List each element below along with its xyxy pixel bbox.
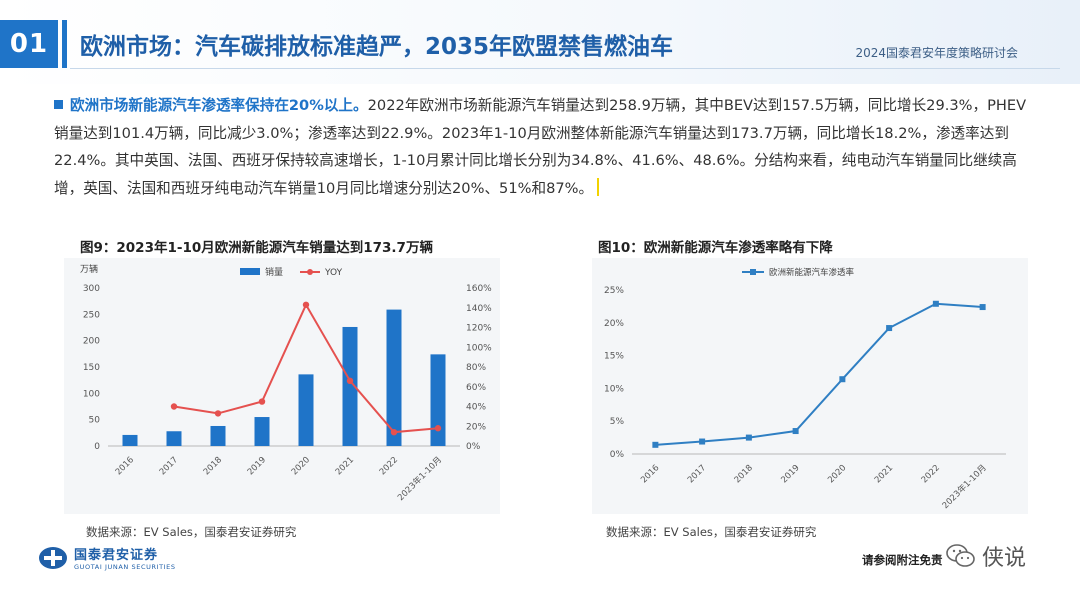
fig10-point-7 [979,304,986,311]
fig10-x-tick-2: 2018 [733,463,755,485]
fig9-y2-tick-6: 120% [466,324,492,334]
fig9-y2-tick-2: 40% [466,403,486,413]
fig9-x-tick-6: 2022 [378,455,400,477]
fig9-y-tick-3: 150 [83,363,100,373]
fig10-y-tick-1: 5% [610,417,625,427]
fig10-title: 图10：欧洲新能源汽车渗透率略有下降 [598,240,833,256]
fig9-y-tick-5: 250 [83,310,100,320]
fig9-x-tick-3: 2019 [246,455,268,477]
fig9-yoy-point-0 [170,403,178,410]
fig10-point-4 [839,376,846,383]
body-text: 2022年欧洲市场新能源汽车销量达到258.9万辆，其中BEV达到157.5万辆… [54,97,1027,197]
fig9-legend-yoy-label: YOY [324,268,343,278]
fig10-x-tick-6: 2022 [920,463,942,485]
fig9-x-tick-7: 2023年1-10月 [395,454,444,503]
fig9-unit-label: 万辆 [80,263,98,275]
fig10-point-2 [745,434,752,441]
header-divider [70,68,1060,69]
logo-mark-icon [38,546,68,570]
fig9-source: 数据来源：EV Sales，国泰君安证券研究 [86,525,297,539]
fig10-background [592,258,1028,514]
disclaimer-text: 请参阅附注免责 [862,553,943,567]
fig10-series-line [655,302,983,446]
fig9-y-tick-1: 50 [89,416,101,426]
fig9-bar-6 [386,309,402,446]
fig9-bar-4 [298,374,314,446]
fig9-y2-tick-3: 60% [466,383,486,393]
fig9-y2-tick-4: 80% [466,363,486,373]
watermark-text: 侠说 [982,546,1027,571]
fig9-yoy-point-2 [258,398,266,405]
fig9-title: 图9：2023年1-10月欧洲新能源汽车销量达到173.7万辆 [80,240,433,256]
fig9-x-tick-4: 2020 [290,455,312,477]
fig9-chart: 万辆 0 50 100 150 200 250 300 0% 20% 40% 60% 80% 100% 12… [80,263,492,503]
fig9-y-tick-4: 200 [83,337,100,347]
fig9-legend-yoy-swatch [307,269,313,275]
fig9-x-tick-5: 2021 [334,455,356,477]
company-logo: 国泰君安证券 GUOTAI JUNAN SECURITIES [38,544,176,571]
fig10-legend-swatch [750,269,756,275]
page-title: 欧洲市场：汽车碳排放标准趋严，2035年欧盟禁售燃油车 [80,34,674,60]
fig9-yoy-point-5 [390,428,398,436]
fig9-bar-0 [122,434,138,446]
wechat-icon [946,544,975,567]
fig10-y-tick-2: 10% [604,384,624,394]
watermark: 侠说 [946,540,1026,572]
fig10-point-1 [699,438,706,445]
logo-text-en: GUOTAI JUNAN SECURITIES [74,563,176,571]
fig9-y-tick-0: 0 [94,442,100,452]
fig10-point-6 [932,300,939,307]
fig9-x-tick-1: 2017 [158,455,180,477]
fig10-point-0 [652,441,659,448]
fig9-y2-tick-7: 140% [466,304,492,314]
fig9-y2-tick-5: 100% [466,343,492,353]
fig9-bar-1 [166,431,182,446]
fig9-background [64,258,500,514]
section-badge-bar [62,20,67,68]
fig9-yoy-point-1 [214,410,222,417]
header-background [0,0,1080,84]
fig9-bar-2 [210,425,226,446]
fig9-x-tick-2: 2018 [202,455,224,477]
fig10-x-tick-0: 2016 [639,463,661,485]
logo-text-cn: 国泰君安证券 [74,548,159,563]
fig9-bar-7 [430,354,446,446]
fig10-x-tick-1: 2017 [686,463,708,485]
fig9-legend-bar-swatch [240,268,260,275]
fig10-x-tick-7: 2023年1-10月 [940,462,989,511]
fig10-chart: 0% 5% 10% 15% 20% 25% 2016 2017 2018 2019 2020 2021… [604,267,1006,511]
fig9-yoy-point-4 [346,377,354,385]
square-bullet-icon [54,100,63,109]
body-highlight: 欧洲市场新能源汽车渗透率保持在20%以上。 [70,97,368,114]
fig9-yoy-point-6 [434,425,442,432]
fig10-legend-label: 欧洲新能源汽车渗透率 [769,267,855,278]
fig10-x-tick-5: 2021 [873,463,895,485]
fig10-x-tick-3: 2019 [779,463,801,485]
fig9-y2-tick-8: 160% [466,284,492,294]
fig10-y-tick-5: 25% [604,286,624,296]
fig9-y2-tick-1: 20% [466,422,486,432]
fig9-yoy-point-3 [302,301,310,308]
fig10-y-tick-3: 15% [604,352,624,362]
fig9-bar-5 [342,326,358,446]
text-cursor-icon [597,177,600,196]
fig9-legend-bar-label: 销量 [265,266,283,278]
fig9-y2-tick-0: 0% [466,442,481,452]
fig10-y-tick-4: 20% [604,319,624,329]
fig9-x-tick-0: 2016 [114,455,136,477]
event-name: 2024国泰君安年度策略研讨会 [855,46,1018,60]
fig10-y-tick-0: 0% [610,450,625,460]
fig10-source: 数据来源：EV Sales，国泰君安证券研究 [606,525,817,539]
body-paragraph: 欧洲市场新能源汽车渗透率保持在20%以上。2022年欧洲市场新能源汽车销量达到2… [54,92,1039,202]
fig9-y-tick-2: 100 [83,389,100,399]
fig9-bar-3 [254,417,270,446]
fig10-point-3 [792,428,799,435]
fig10-point-5 [886,325,893,332]
section-badge: 01 [0,20,58,68]
fig10-x-tick-4: 2020 [826,463,848,485]
fig9-y-tick-6: 300 [83,284,100,294]
